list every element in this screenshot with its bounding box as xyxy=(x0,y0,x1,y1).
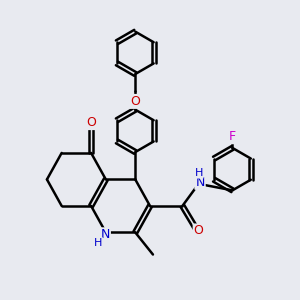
Text: O: O xyxy=(86,116,96,129)
Text: H: H xyxy=(93,238,102,248)
Text: O: O xyxy=(130,95,140,108)
Text: N: N xyxy=(100,228,110,241)
Text: H: H xyxy=(194,168,203,178)
Text: N: N xyxy=(195,176,205,189)
Text: O: O xyxy=(194,224,203,238)
Text: F: F xyxy=(229,130,236,143)
